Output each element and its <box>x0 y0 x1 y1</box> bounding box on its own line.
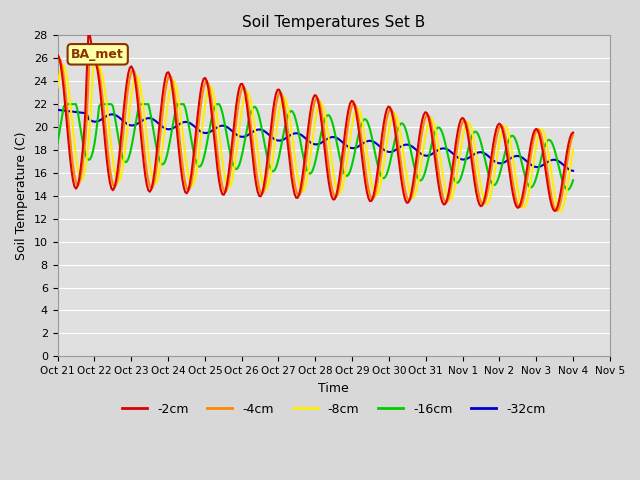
Legend: -2cm, -4cm, -8cm, -16cm, -32cm: -2cm, -4cm, -8cm, -16cm, -32cm <box>117 398 550 420</box>
Y-axis label: Soil Temperature (C): Soil Temperature (C) <box>15 132 28 260</box>
Title: Soil Temperatures Set B: Soil Temperatures Set B <box>242 15 426 30</box>
Text: BA_met: BA_met <box>71 48 124 61</box>
X-axis label: Time: Time <box>318 382 349 395</box>
